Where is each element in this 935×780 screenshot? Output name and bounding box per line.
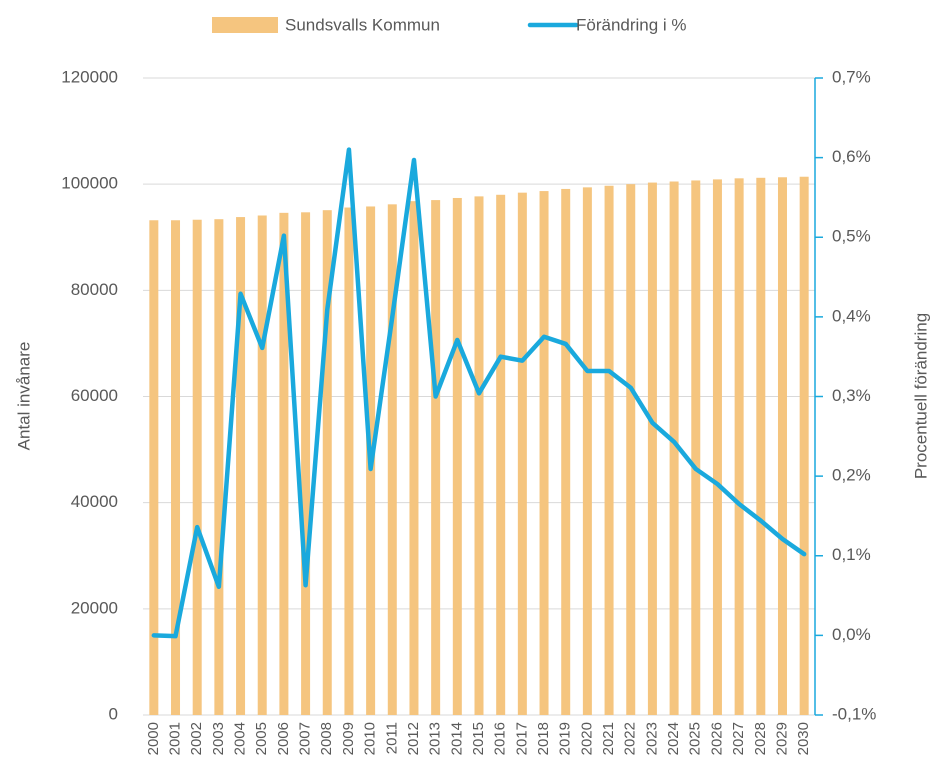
- y2-tick-label: 0,6%: [832, 147, 871, 166]
- legend-swatch: [212, 17, 278, 33]
- y2-tick-label: 0,0%: [832, 625, 871, 644]
- x-tick-label: 2014: [448, 722, 465, 755]
- bar: [149, 220, 159, 715]
- bar: [561, 188, 571, 716]
- x-tick-label: 2005: [253, 722, 270, 755]
- y-tick-label: 80000: [71, 280, 118, 299]
- line: [151, 147, 807, 639]
- bar: [257, 215, 267, 715]
- y-tick-label: 0: [109, 704, 118, 723]
- bar: [777, 177, 787, 715]
- bar: [171, 220, 181, 715]
- x-tick-label: 2009: [340, 722, 357, 755]
- y2-tick-label: 0,4%: [832, 306, 871, 325]
- bar: [214, 219, 224, 715]
- bar: [279, 212, 289, 715]
- x-tick-label: 2029: [773, 722, 790, 755]
- x-tick-label: 2006: [275, 722, 292, 755]
- x-tick-label: 2008: [318, 722, 335, 755]
- bar: [474, 196, 484, 715]
- x-tick-label: 2004: [232, 722, 249, 755]
- bar: [669, 181, 679, 715]
- y-tick-label: 100000: [61, 174, 118, 193]
- x-tick-label: 2011: [383, 722, 400, 754]
- bar: [301, 212, 311, 715]
- y2-tick-label: 0,2%: [832, 466, 871, 485]
- legend-label: Sundsvalls Kommun: [285, 15, 440, 34]
- x-tick-label: 2023: [643, 722, 660, 755]
- x-tick-label: 2019: [557, 722, 574, 755]
- bar: [236, 217, 246, 715]
- x-tick-label: 2010: [362, 722, 379, 755]
- bar: [387, 204, 397, 716]
- y-tick-label: 40000: [71, 492, 118, 511]
- bar: [192, 219, 202, 716]
- x-tick-label: 2017: [513, 722, 530, 755]
- x-tick-label: 2007: [297, 722, 314, 755]
- y2-tick-label: 0,3%: [832, 386, 871, 405]
- y2-tick-label: 0,5%: [832, 227, 871, 246]
- x-tick-label: 2013: [427, 722, 444, 755]
- x-tick-label: 2022: [622, 722, 639, 755]
- bar: [799, 176, 809, 716]
- bar: [647, 182, 657, 716]
- x-tick-label: 2000: [145, 722, 162, 755]
- bar: [344, 207, 354, 716]
- bar: [691, 180, 701, 716]
- x-tick-label: 2020: [578, 722, 595, 755]
- bar: [604, 185, 614, 716]
- y-tick-label: 120000: [61, 67, 118, 86]
- bar: [496, 194, 506, 716]
- x-tick-label: 2003: [210, 722, 227, 755]
- x-tick-label: 2027: [730, 722, 747, 755]
- y2-tick-label: 0,1%: [832, 545, 871, 564]
- y2-tick-label: 0,7%: [832, 67, 871, 86]
- x-tick-label: 2026: [708, 722, 725, 755]
- bar: [409, 201, 419, 716]
- y-tick-label: 20000: [71, 598, 118, 617]
- x-tick-label: 2016: [492, 722, 509, 755]
- y-tick-label: 60000: [71, 386, 118, 405]
- x-tick-label: 2015: [470, 722, 487, 755]
- x-tick-label: 2002: [188, 722, 205, 755]
- x-tick-label: 2001: [166, 722, 183, 755]
- bar: [431, 200, 441, 715]
- bar: [539, 191, 549, 715]
- x-tick-label: 2025: [687, 722, 704, 755]
- bar: [734, 178, 744, 715]
- bar: [517, 192, 527, 715]
- y2-axis-label: Procentuell förändring: [911, 313, 930, 479]
- x-tick-label: 2018: [535, 722, 552, 755]
- bar: [582, 187, 592, 715]
- bar: [322, 210, 332, 716]
- bar: [626, 184, 636, 715]
- y-axis-label: Antal invånare: [14, 342, 33, 451]
- bar: [756, 177, 766, 716]
- y2-tick-label: -0,1%: [832, 704, 876, 723]
- legend-label: Förändring i %: [576, 15, 687, 34]
- x-tick-label: 2030: [795, 722, 812, 755]
- x-tick-label: 2028: [752, 722, 769, 755]
- bar: [452, 197, 462, 716]
- x-tick-label: 2021: [600, 722, 617, 755]
- bar: [712, 179, 722, 715]
- x-tick-label: 2024: [665, 722, 682, 755]
- x-tick-label: 2012: [405, 722, 422, 755]
